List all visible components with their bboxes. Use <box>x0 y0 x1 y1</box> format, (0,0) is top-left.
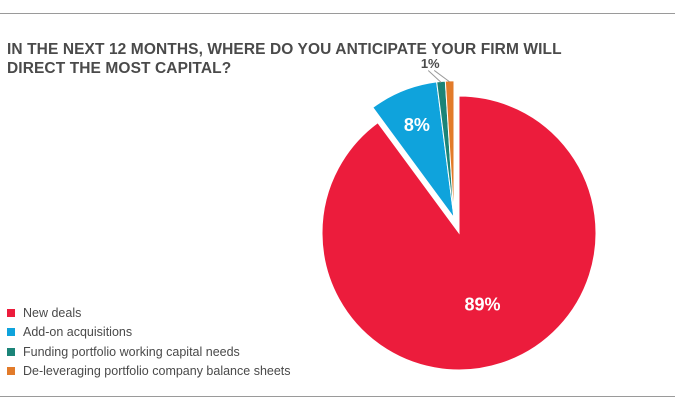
chart-title: IN THE NEXT 12 MONTHS, WHERE DO YOU ANTI… <box>7 41 562 77</box>
pie-label-funding-portfolio-working-capital-needs: 1% <box>421 56 440 71</box>
legend: New deals Add-on acquisitions Funding po… <box>7 303 291 381</box>
legend-swatch <box>7 367 15 376</box>
legend-item-new-deals: New deals <box>7 303 291 323</box>
legend-item-funding-working-capital: Funding portfolio working capital needs <box>7 342 291 362</box>
legend-swatch <box>7 347 15 356</box>
pie-label-add-on-acquisitions: 8% <box>404 115 430 135</box>
legend-item-add-on-acquisitions: Add-on acquisitions <box>7 323 291 343</box>
top-rule <box>0 13 675 14</box>
legend-label: Add-on acquisitions <box>23 325 133 340</box>
pie-slices <box>321 80 597 371</box>
pie-leader-line <box>427 70 442 83</box>
legend-label: Funding portfolio working capital needs <box>23 344 240 359</box>
bottom-rule <box>0 396 675 397</box>
pie-slice-de-leveraging-portfolio-company-balance-sheets <box>444 80 455 218</box>
pie-leader-line <box>433 70 450 83</box>
pie-label-new-deals: 89% <box>464 295 500 315</box>
pie-labels: 89% 8% 1% <box>404 56 501 315</box>
legend-item-de-leveraging: De-leveraging portfolio company balance … <box>7 362 291 382</box>
legend-label: De-leveraging portfolio company balance … <box>23 364 291 379</box>
pie-slice-new-deals <box>321 95 597 371</box>
legend-label: New deals <box>23 305 82 320</box>
legend-swatch <box>7 308 15 317</box>
legend-swatch <box>7 328 15 337</box>
